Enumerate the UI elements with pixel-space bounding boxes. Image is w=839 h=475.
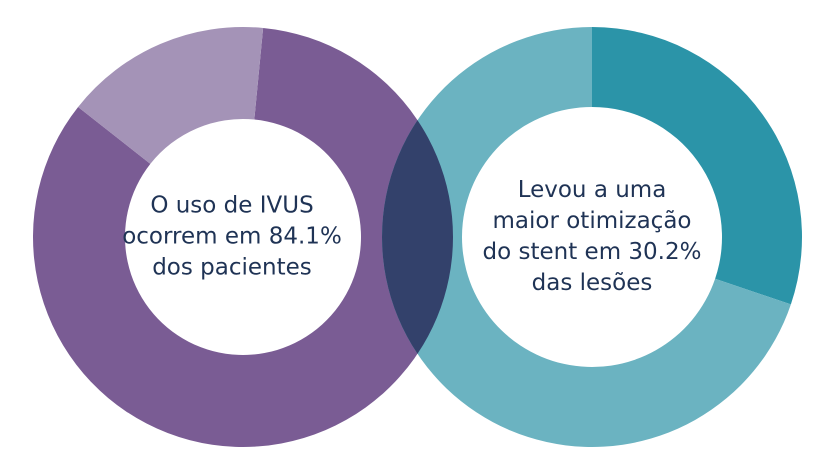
center-text: Levou a uma	[518, 177, 667, 203]
donut-segment	[592, 27, 802, 305]
donut-segment	[382, 27, 791, 447]
center-text: do stent em 30.2%	[483, 239, 702, 265]
donut-segment	[78, 27, 264, 164]
center-text: dos pacientes	[152, 255, 312, 281]
center-text: das lesões	[532, 270, 653, 296]
center-text: O uso de IVUS	[150, 193, 313, 219]
center-text: maior otimização	[493, 208, 692, 234]
center-text: ocorrem em 84.1%	[122, 224, 342, 250]
donut-segment	[33, 27, 454, 447]
